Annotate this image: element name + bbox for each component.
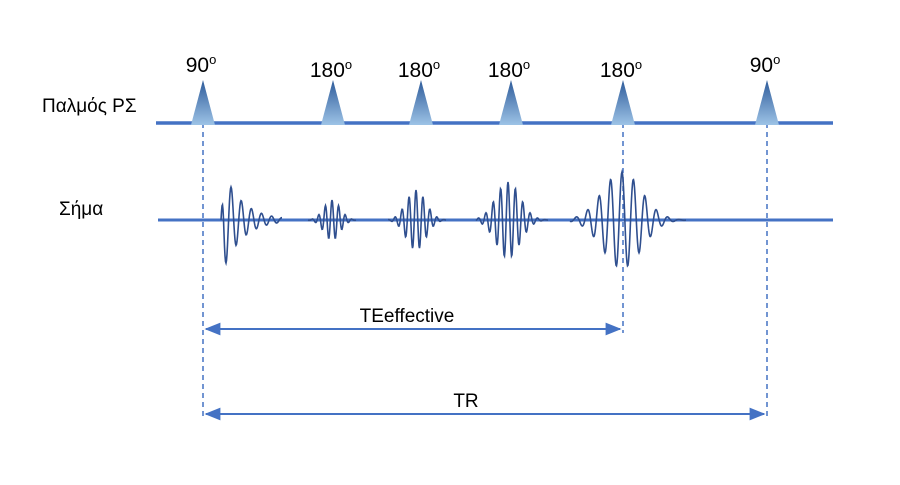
echo-signal	[388, 189, 447, 249]
echo-signal	[307, 199, 357, 239]
pulse-angle-label: 180o	[310, 57, 352, 82]
rf-pulse-triangle	[409, 80, 433, 125]
rf-pulse-triangle	[611, 80, 635, 125]
pulse-angle-label: 90o	[750, 52, 781, 77]
rf-pulse-triangle	[191, 80, 215, 125]
degree-superscript: o	[635, 57, 642, 72]
te-effective-label: TEeffective	[360, 306, 455, 327]
pulse-angle-label: 180o	[600, 57, 642, 82]
signal-row-label: Σήμα	[59, 199, 103, 220]
degree-superscript: o	[433, 57, 440, 72]
tr-label: TR	[453, 391, 478, 412]
degree-superscript: o	[209, 52, 216, 67]
fid-signal	[220, 184, 282, 267]
rf-pulse-triangle	[321, 80, 345, 125]
rf-pulse-row-label: Παλμός ΡΣ	[42, 96, 137, 117]
pulse-angle-label: 180o	[488, 57, 530, 82]
echo-signal	[475, 181, 548, 259]
degree-superscript: o	[523, 57, 530, 72]
degree-superscript: o	[773, 52, 780, 67]
rf-pulses: 90o 180o 180o 180o 180o 90o	[186, 52, 781, 125]
signal-waveforms	[220, 169, 686, 268]
rf-pulse-triangle	[499, 80, 523, 125]
rf-pulse-triangle	[755, 80, 779, 125]
degree-superscript: o	[345, 57, 352, 72]
pulse-angle-label: 90o	[186, 52, 217, 77]
echo-signal	[569, 169, 686, 268]
pulse-angle-label: 180o	[398, 57, 440, 82]
